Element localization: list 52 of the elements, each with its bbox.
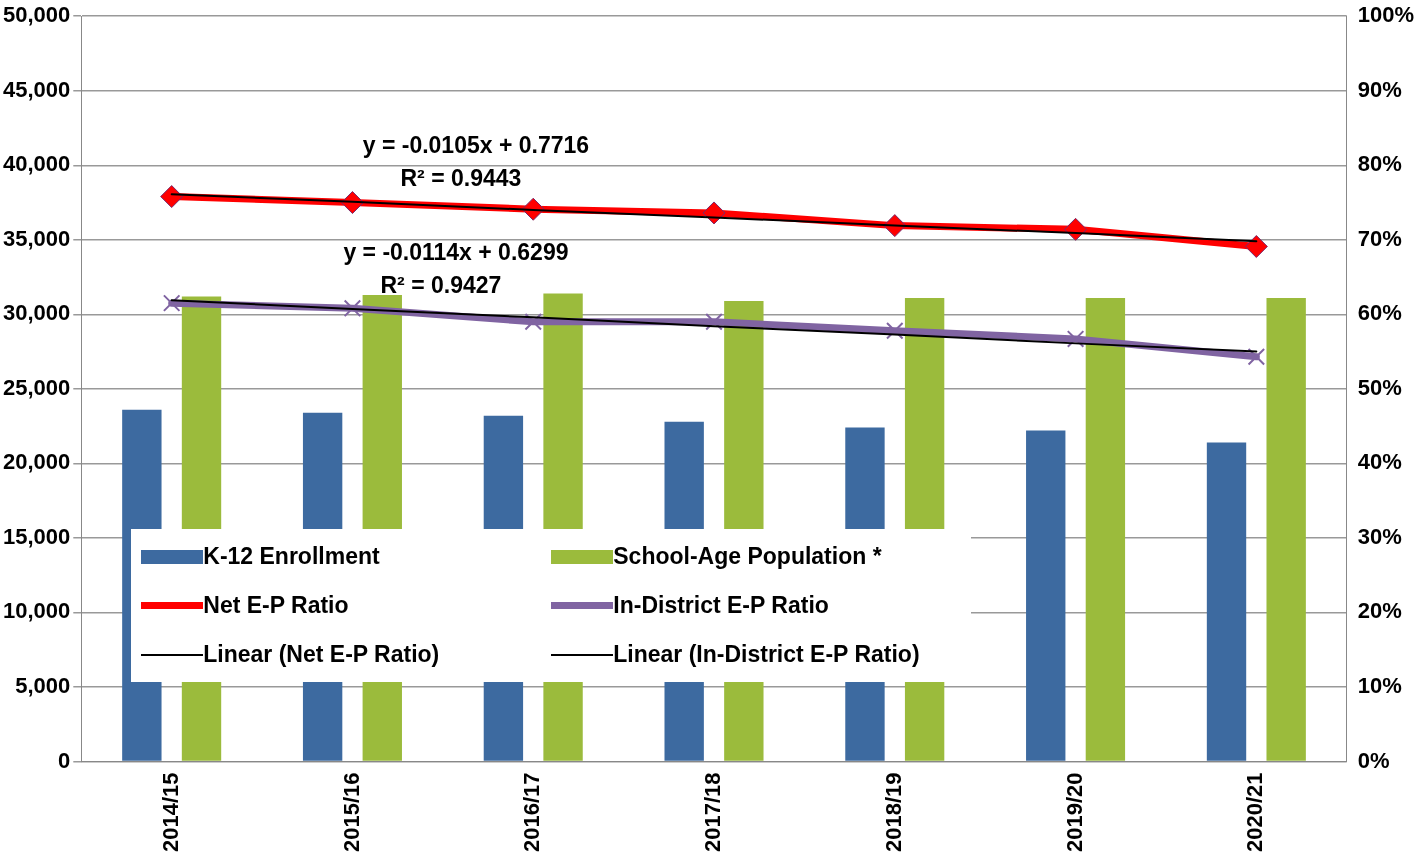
point (705, 312, 723, 331)
x-tick-label: 2014/15 (157, 772, 183, 853)
y2-tick-label: 30% (1357, 523, 1402, 549)
x-tick-label: 2015/16 (338, 772, 364, 853)
annotation: R² = 0.9443 (400, 165, 522, 192)
y-tick-label: 5,000 (15, 673, 71, 699)
y-tick-label: 40,000 (2, 151, 71, 177)
y2-tick-label: 90% (1357, 76, 1402, 102)
y-tick-label: 50,000 (2, 2, 71, 28)
y-tick-label: 30,000 (2, 300, 71, 326)
point (886, 321, 904, 340)
y-tick-label: 10,000 (2, 598, 71, 624)
bar (1266, 297, 1306, 761)
x-tick-label: 2016/17 (519, 772, 545, 853)
y2-tick-label: 70% (1357, 225, 1402, 251)
legend-label: In-District E-P Ratio (613, 592, 829, 620)
annotation: y = -0.0105x + 0.7716 (362, 132, 590, 159)
legend-label: School-Age Population * (613, 543, 882, 571)
y-tick-label: 0 (58, 747, 71, 773)
legend-label: Net E-P Ratio (203, 592, 349, 620)
bar (1206, 442, 1247, 761)
x-tick-label: 2017/18 (700, 772, 726, 853)
y-tick-label: 35,000 (2, 225, 71, 251)
y-tick-label: 15,000 (2, 523, 71, 549)
point (160, 185, 184, 209)
annotation: R² = 0.9427 (380, 272, 502, 299)
y2-tick-label: 0% (1357, 747, 1390, 773)
y-tick-label: 20,000 (2, 449, 71, 475)
bar (1026, 430, 1066, 761)
point (1244, 234, 1268, 258)
y2-tick-label: 100% (1357, 2, 1415, 28)
legend-label: Linear (Net E-P Ratio) (203, 641, 440, 669)
point (1247, 348, 1266, 366)
legend-label: Linear (In-District E-P Ratio) (613, 641, 920, 669)
y2-tick-label: 60% (1357, 300, 1402, 326)
y2-tick-label: 20% (1357, 598, 1402, 624)
y2-tick-label: 40% (1357, 449, 1402, 475)
annotation: y = -0.0114x + 0.6299 (343, 239, 569, 266)
y2-tick-label: 50% (1357, 374, 1402, 400)
point (343, 299, 362, 318)
y2-tick-label: 10% (1357, 673, 1402, 699)
x-tick-label: 2020/21 (1242, 772, 1268, 853)
point (1066, 330, 1085, 348)
point (524, 312, 543, 331)
x-tick-label: 2019/20 (1061, 772, 1087, 853)
y2-tick-label: 80% (1357, 151, 1402, 177)
y-tick-label: 25,000 (2, 374, 71, 400)
legend-label: K-12 Enrollment (203, 543, 380, 571)
y-tick-label: 45,000 (2, 76, 71, 102)
x-tick-label: 2018/19 (880, 772, 906, 853)
point (162, 294, 181, 312)
bar (1085, 297, 1126, 761)
